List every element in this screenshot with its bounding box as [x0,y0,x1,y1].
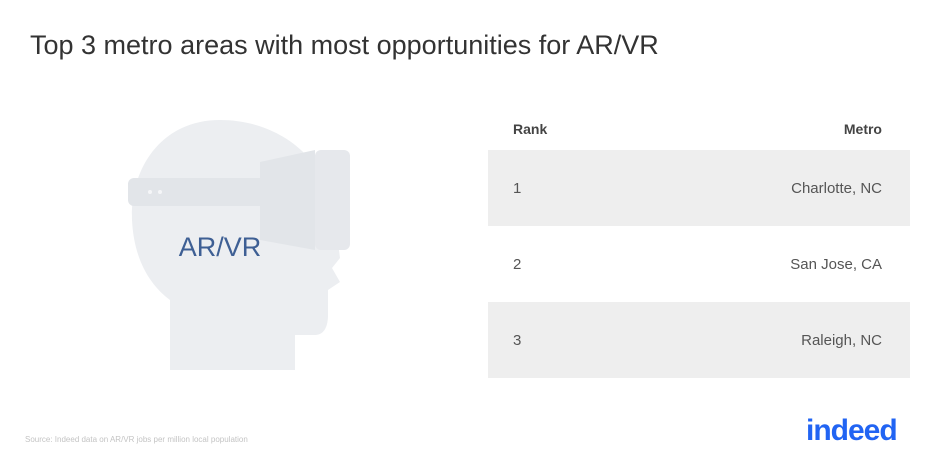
header-row: Rank Metro [488,108,910,150]
table-row: 2 San Jose, CA [488,226,910,302]
rank-cell: 2 [513,255,522,273]
table-row: 3 Raleigh, NC [488,302,910,378]
header-cell: Rank [513,121,548,137]
logo: indeed [806,414,898,447]
metro-cell: San Jose, CA [790,255,882,273]
head-illustration [128,120,350,370]
table-row: 1 Charlotte, NC [488,150,910,226]
source-note: Source: Indeed data on AR/VR jobs per mi… [25,435,248,444]
metro-cell: Charlotte, NC [628,150,910,226]
illustration-label: AR/VR [178,232,262,262]
rank-cell: 1 [488,150,629,226]
rank-table: Rank Metro 1 Charlotte, NC 2 San Jose, CA 3 R… [488,108,910,378]
title: Top 3 metro areas with most opportunitie… [30,30,659,60]
header-cell: Metro [843,121,882,137]
rank-cell: 3 [488,302,629,378]
metro-cell: Raleigh, NC [628,302,910,378]
